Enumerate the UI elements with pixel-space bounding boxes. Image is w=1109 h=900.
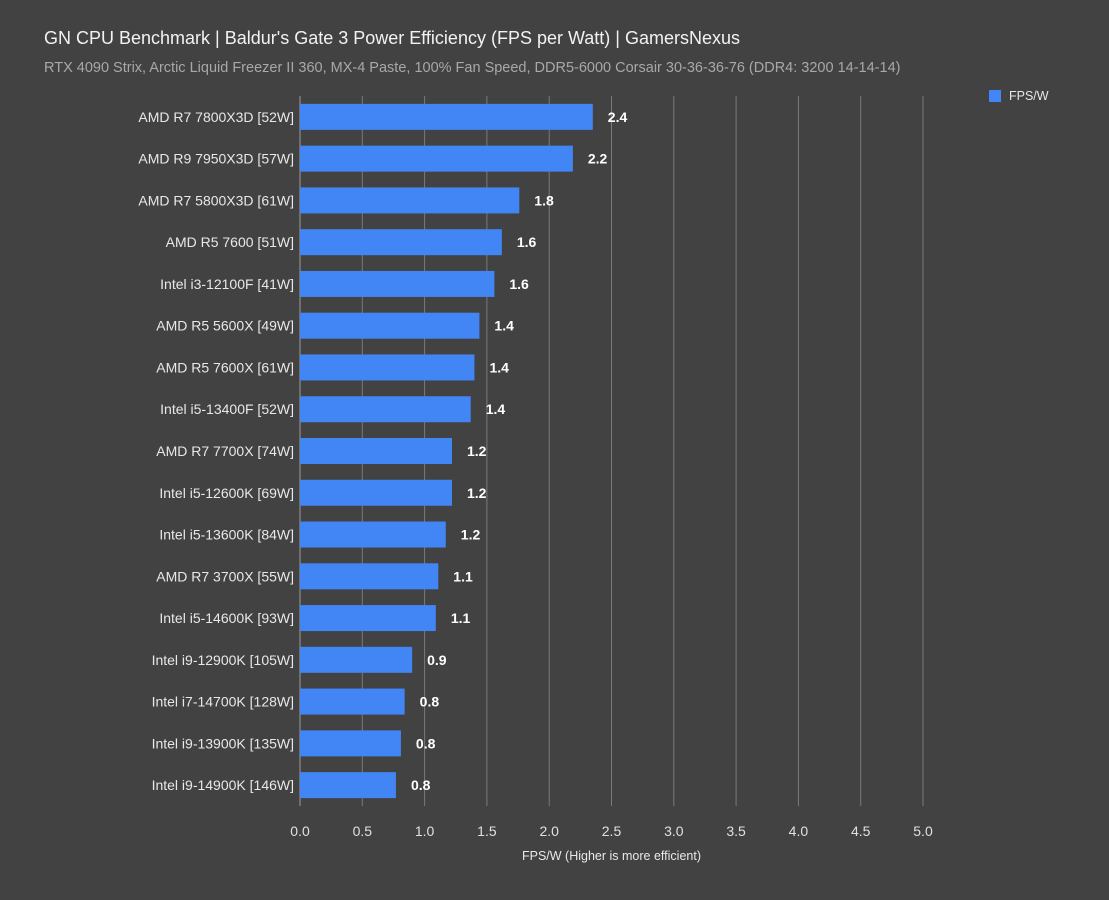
x-tick-label: 2.0 — [539, 823, 559, 839]
bar — [300, 646, 413, 673]
value-label: 0.9 — [427, 652, 447, 668]
bar — [300, 563, 439, 590]
category-label: Intel i5-14600K [93W] — [159, 610, 294, 626]
bar — [300, 354, 475, 381]
legend: FPS/W — [989, 89, 1049, 103]
category-label: Intel i7-14700K [128W] — [152, 694, 294, 710]
value-label: 1.2 — [467, 443, 487, 459]
x-tick-label: 3.0 — [664, 823, 684, 839]
x-tick-label: 4.0 — [789, 823, 809, 839]
category-label: AMD R7 7800X3D [52W] — [138, 109, 294, 125]
legend-label: FPS/W — [1009, 89, 1049, 103]
category-label: AMD R5 7600X [61W] — [156, 359, 294, 375]
category-label: Intel i5-13400F [52W] — [160, 401, 294, 417]
bar — [300, 521, 446, 548]
bar — [300, 730, 401, 757]
category-label: AMD R9 7950X3D [57W] — [138, 151, 294, 167]
chart-title: GN CPU Benchmark | Baldur's Gate 3 Power… — [44, 28, 741, 48]
category-label: AMD R7 5800X3D [61W] — [138, 192, 294, 208]
value-label: 1.1 — [453, 568, 473, 584]
value-label: 0.8 — [416, 735, 436, 751]
x-tick-label: 0.0 — [290, 823, 310, 839]
x-tick-label: 3.5 — [726, 823, 746, 839]
value-label: 1.8 — [534, 192, 554, 208]
value-label: 2.4 — [608, 109, 628, 125]
value-label: 1.4 — [494, 318, 514, 334]
x-tick-label: 2.5 — [602, 823, 622, 839]
value-label: 2.2 — [588, 151, 608, 167]
category-label: Intel i5-13600K [84W] — [159, 527, 294, 543]
category-label: Intel i9-12900K [105W] — [152, 652, 294, 668]
chart-subtitle: RTX 4090 Strix, Arctic Liquid Freezer II… — [44, 60, 901, 76]
category-label: AMD R7 3700X [55W] — [156, 568, 294, 584]
value-label: 1.4 — [489, 359, 509, 375]
category-label: Intel i3-12100F [41W] — [160, 276, 294, 292]
category-label: Intel i9-13900K [135W] — [152, 735, 294, 751]
x-tick-label: 1.5 — [477, 823, 497, 839]
bar — [300, 479, 453, 506]
bar — [300, 187, 520, 214]
bar — [300, 103, 593, 130]
x-tick-label: 0.5 — [353, 823, 373, 839]
bar — [300, 229, 502, 256]
x-tick-label: 4.5 — [851, 823, 871, 839]
category-label: Intel i5-12600K [69W] — [159, 485, 294, 501]
value-label: 1.6 — [517, 234, 537, 250]
bar — [300, 772, 396, 799]
value-label: 0.8 — [411, 777, 431, 793]
category-label: Intel i9-14900K [146W] — [152, 777, 294, 793]
bar — [300, 312, 480, 339]
x-tick-label: 1.0 — [415, 823, 435, 839]
value-label: 1.1 — [451, 610, 471, 626]
x-tick-label: 5.0 — [913, 823, 933, 839]
value-label: 1.6 — [509, 276, 529, 292]
category-label: AMD R7 7700X [74W] — [156, 443, 294, 459]
legend-swatch — [989, 90, 1001, 102]
value-label: 1.2 — [467, 485, 487, 501]
bar — [300, 270, 495, 297]
value-label: 1.4 — [486, 401, 506, 417]
bar — [300, 605, 436, 632]
value-label: 0.8 — [420, 694, 440, 710]
bar — [300, 688, 405, 715]
x-axis-label: FPS/W (Higher is more efficient) — [522, 849, 701, 863]
category-label: AMD R5 7600 [51W] — [166, 234, 294, 250]
bar — [300, 438, 453, 464]
value-label: 1.2 — [461, 527, 481, 543]
category-label: AMD R5 5600X [49W] — [156, 318, 294, 334]
bar — [300, 396, 471, 423]
bar — [300, 145, 573, 172]
